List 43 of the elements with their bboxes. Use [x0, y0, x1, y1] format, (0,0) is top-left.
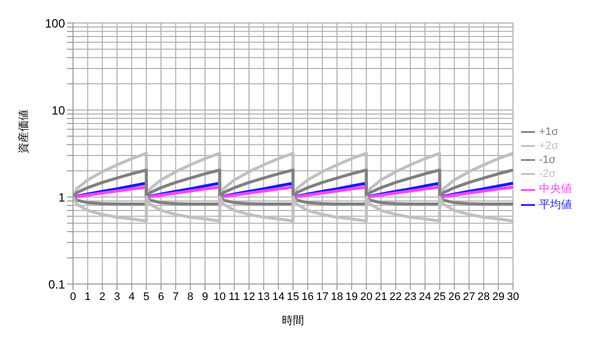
x-tick-label: 17	[316, 290, 328, 303]
x-tick-label: 1	[84, 290, 91, 303]
legend-label: -1σ	[539, 154, 556, 166]
legend-label: 平均値	[539, 198, 572, 210]
x-tick-label: 6	[158, 290, 164, 303]
x-tick-label: 4	[128, 290, 135, 303]
x-tick-label: 27	[462, 290, 476, 303]
x-tick-label: 28	[478, 290, 490, 303]
legend-label: 中央値	[539, 183, 572, 196]
x-axis-title: 時間	[282, 314, 304, 327]
x-tick-label: 26	[448, 290, 460, 303]
x-tick-label: 25	[434, 290, 446, 303]
y-tick-label: 1	[58, 190, 66, 204]
x-tick-label: 24	[418, 290, 432, 303]
x-tick-label: 2	[99, 290, 106, 303]
x-tick-label: 16	[302, 290, 314, 303]
x-tick-label: 30	[506, 290, 520, 303]
x-tick-label: 10	[214, 290, 226, 303]
x-tick-label: 5	[143, 290, 150, 303]
x-tick-label: 22	[390, 290, 402, 303]
legend-label: +1σ	[539, 126, 558, 138]
y-axis-title: 資産価値	[16, 110, 30, 154]
x-tick-label: 21	[374, 290, 388, 303]
x-tick-label: 9	[202, 290, 208, 303]
x-tick-label: 13	[258, 290, 270, 303]
x-tick-label: 11	[228, 290, 240, 303]
x-tick-label: 18	[330, 290, 344, 303]
y-tick-label: 10	[52, 103, 66, 118]
x-tick-label: 19	[346, 290, 358, 303]
y-tick-label: 100	[44, 16, 66, 30]
x-tick-label: 0	[70, 290, 76, 303]
x-tick-label: 8	[187, 290, 194, 303]
x-tick-label: 29	[492, 290, 504, 303]
x-tick-label: 3	[114, 290, 120, 303]
x-tick-label: 20	[360, 290, 372, 303]
x-tick-label: 14	[272, 290, 284, 303]
x-tick-label: 23	[404, 290, 416, 303]
legend-label: -2σ	[539, 168, 556, 180]
x-tick-label: 7	[172, 290, 179, 303]
x-tick-label: 15	[286, 290, 300, 303]
y-tick-label: 0.1	[48, 277, 66, 292]
x-tick-label: 12	[242, 290, 256, 303]
legend-label: +2σ	[539, 140, 558, 152]
